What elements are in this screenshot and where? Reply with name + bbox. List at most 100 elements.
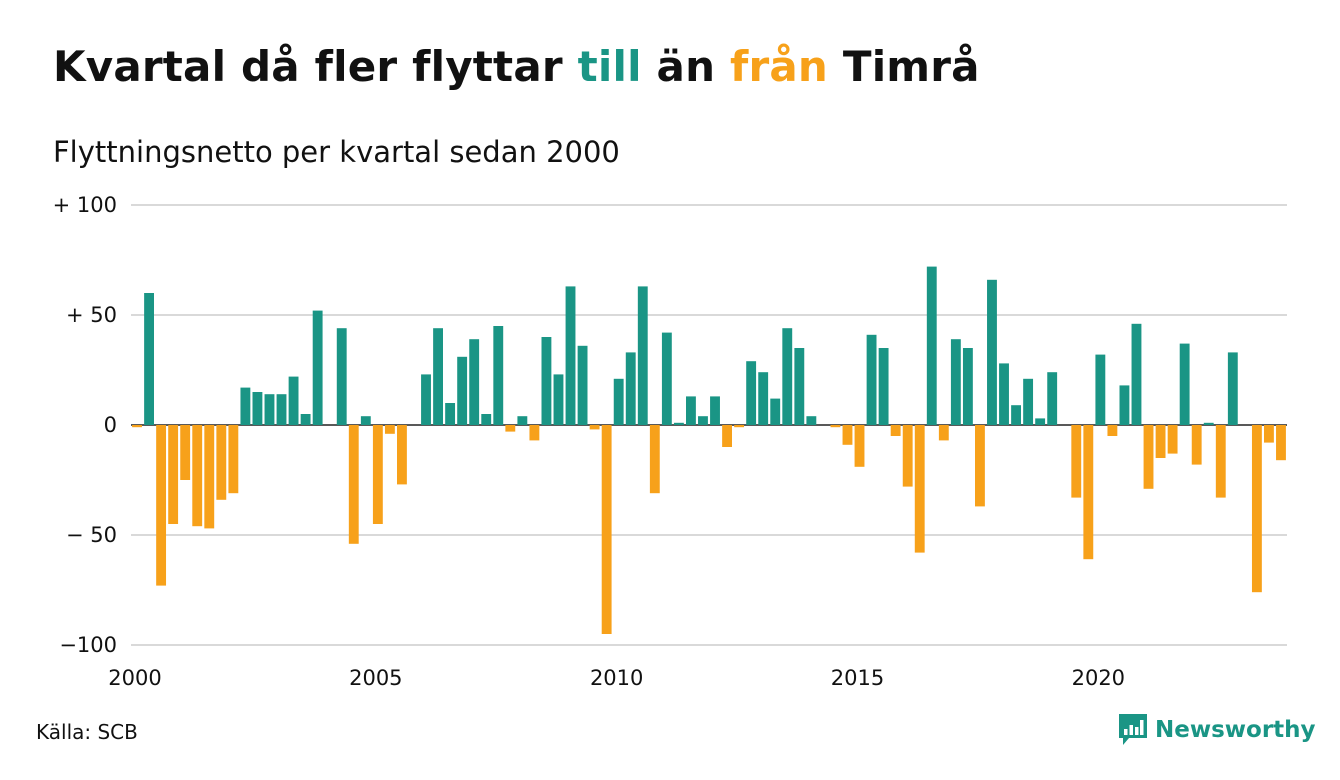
- bar: [132, 425, 142, 428]
- gridlines: [131, 204, 1287, 646]
- axis-labels: + 100 + 50 0 − 50 −100 2000 2005 2010 2015 2020: [53, 193, 1125, 690]
- bar: [1276, 425, 1286, 461]
- bar: [372, 425, 383, 524]
- bar: [228, 425, 239, 494]
- bar: [722, 425, 732, 447]
- bar: [264, 394, 275, 425]
- x-tick-label: 2015: [831, 666, 884, 690]
- bar: [1131, 323, 1142, 425]
- bar: [577, 345, 588, 425]
- bar: [336, 328, 347, 425]
- bar: [866, 334, 877, 425]
- bar: [902, 425, 913, 487]
- bar: [1083, 425, 1094, 560]
- bar: [625, 352, 636, 425]
- bar: [782, 328, 793, 425]
- bar: [1264, 425, 1274, 443]
- title-word-fran: från: [730, 42, 829, 91]
- bar: [830, 425, 841, 428]
- y-tick-label: − 50: [66, 523, 117, 547]
- bar: [758, 372, 769, 425]
- bar: [240, 387, 251, 425]
- bar: [384, 425, 395, 434]
- bar: [445, 403, 456, 425]
- bar: [1155, 425, 1166, 458]
- y-tick-label: 0: [104, 413, 117, 437]
- bar: [517, 416, 528, 425]
- bar: [710, 396, 720, 425]
- bar: [1167, 425, 1178, 454]
- bar: [962, 348, 973, 425]
- bar: [890, 425, 901, 436]
- bar: [613, 378, 624, 425]
- bar: [1119, 385, 1130, 425]
- bar: [180, 425, 191, 480]
- bar: [1143, 425, 1154, 489]
- bars: [132, 266, 1286, 634]
- bar: [926, 266, 937, 425]
- bar: [1035, 418, 1046, 425]
- bar: [938, 425, 949, 441]
- y-tick-label: −100: [59, 633, 117, 657]
- bar: [1203, 422, 1214, 425]
- title-part-3: än: [641, 42, 730, 91]
- bar: [842, 425, 853, 445]
- bar: [1251, 425, 1262, 593]
- bar: [481, 414, 492, 425]
- bar: [421, 374, 431, 425]
- newsworthy-brand: Newsworthy: [1119, 714, 1316, 746]
- bar: [1095, 354, 1106, 425]
- bar: [649, 425, 660, 494]
- bar: [397, 425, 407, 485]
- x-tick-label: 2005: [349, 666, 402, 690]
- bar: [469, 339, 480, 425]
- y-tick-label: + 50: [66, 303, 117, 327]
- bar: [637, 286, 648, 425]
- bar-chart: + 100 + 50 0 − 50 −100 2000 2005 2010 2015 2020: [53, 193, 1287, 690]
- bar: [156, 425, 167, 586]
- bar: [987, 279, 997, 425]
- bar: [252, 392, 263, 425]
- source-note: Källa: SCB: [36, 720, 138, 744]
- bar: [204, 425, 215, 529]
- bar: [878, 348, 889, 425]
- bar: [999, 363, 1009, 425]
- bar: [1215, 425, 1226, 498]
- bar: [360, 416, 371, 425]
- bar: [589, 425, 600, 430]
- bar: [914, 425, 925, 553]
- bar: [1023, 378, 1034, 425]
- bar: [300, 414, 311, 425]
- bar: [433, 328, 443, 425]
- bar: [1191, 425, 1202, 465]
- bar: [734, 425, 745, 428]
- bar: [1011, 405, 1021, 425]
- title-word-till: till: [577, 42, 642, 91]
- bar: [806, 416, 817, 425]
- bar: [312, 310, 323, 425]
- bar: [601, 425, 612, 634]
- bar: [276, 394, 287, 425]
- x-tick-label: 2020: [1072, 666, 1125, 690]
- bar: [698, 416, 708, 425]
- bar: [505, 425, 516, 432]
- bar: [216, 425, 227, 500]
- bar: [541, 337, 552, 425]
- bar: [168, 425, 179, 524]
- bar: [661, 332, 672, 425]
- bar: [565, 286, 576, 425]
- x-tick-label: 2000: [108, 666, 161, 690]
- bar: [1179, 343, 1190, 425]
- bar: [794, 348, 805, 425]
- y-tick-label: + 100: [53, 193, 117, 217]
- bar: [975, 425, 985, 507]
- bar: [746, 361, 757, 425]
- bar: [1047, 372, 1058, 425]
- bar: [348, 425, 359, 544]
- bar: [144, 293, 154, 425]
- bar: [457, 356, 468, 425]
- bar: [854, 425, 865, 467]
- newsworthy-logo-icon: [1119, 714, 1147, 745]
- bar: [1227, 352, 1238, 425]
- bar: [1107, 425, 1118, 436]
